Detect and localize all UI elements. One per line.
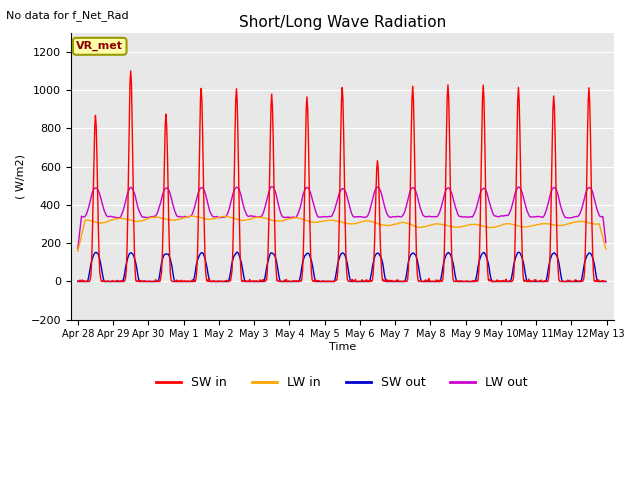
Title: Short/Long Wave Radiation: Short/Long Wave Radiation — [239, 15, 446, 30]
X-axis label: Time: Time — [328, 342, 356, 352]
Text: VR_met: VR_met — [76, 41, 124, 51]
Y-axis label: ( W/m2): ( W/m2) — [15, 154, 25, 199]
Legend: SW in, LW in, SW out, LW out: SW in, LW in, SW out, LW out — [151, 371, 533, 394]
Text: No data for f_Net_Rad: No data for f_Net_Rad — [6, 10, 129, 21]
